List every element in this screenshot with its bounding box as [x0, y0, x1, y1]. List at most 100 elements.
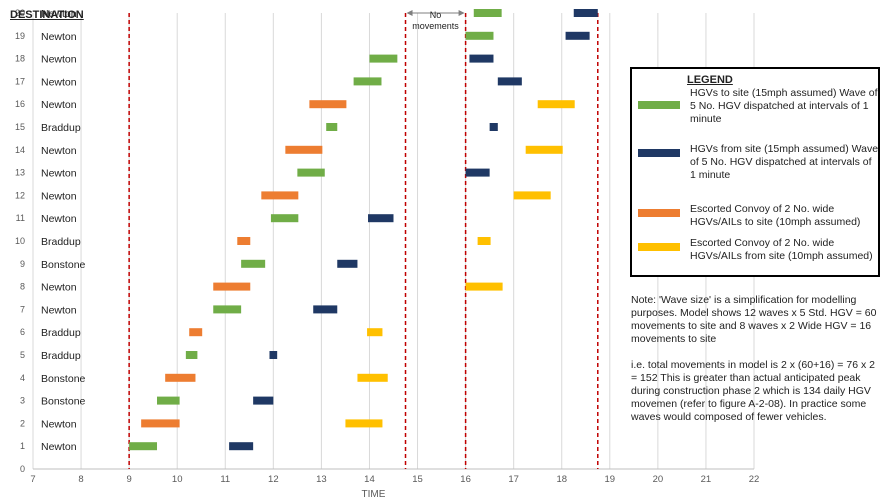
bar-convoy_from: [513, 191, 551, 200]
destination-label: Newton: [41, 418, 77, 430]
x-tick-label: 14: [364, 474, 375, 485]
destination-header: DESTINATION: [10, 9, 84, 21]
y-tick-label: 9: [20, 259, 25, 269]
bar-convoy_from: [345, 419, 383, 428]
annotation-text-line-2: movements: [412, 21, 459, 31]
bar-hgv_to: [213, 305, 242, 314]
destination-label: Newton: [41, 282, 77, 294]
bar-convoy_to: [237, 237, 251, 245]
x-tick-label: 22: [749, 474, 760, 485]
x-tick-label: 9: [126, 474, 131, 485]
bar-convoy_from: [357, 373, 388, 382]
y-tick-label: 7: [20, 304, 25, 314]
bar-hgv_from: [469, 54, 494, 63]
destination-label: Newton: [41, 8, 77, 20]
bar-hgv_from: [253, 396, 274, 405]
bar-convoy_to: [309, 100, 347, 109]
destination-label: Newton: [41, 304, 77, 316]
x-tick-label: 11: [220, 474, 230, 485]
legend-swatch-convoy-from-site: [638, 243, 680, 251]
legend-swatch-hgv-to-site: [638, 101, 680, 109]
legend-text-hgv-from-site: HGVs from site (15mph assumed) Wave of 5…: [690, 143, 879, 181]
bar-hgv_to: [353, 77, 382, 86]
x-tick-label: 20: [653, 474, 664, 485]
destination-label: Newton: [41, 441, 77, 453]
y-tick-label: 19: [15, 31, 25, 41]
bar-hgv_from: [313, 305, 338, 314]
y-tick-label: 5: [20, 350, 25, 360]
bar-hgv_to: [326, 123, 338, 131]
x-tick-label: 17: [508, 474, 519, 485]
x-tick-label: 21: [701, 474, 712, 485]
y-tick-label: 11: [16, 213, 25, 223]
x-tick-label: 7: [30, 474, 35, 485]
destination-label: Bonstone: [41, 259, 86, 271]
annotation-arrowhead-left: [406, 10, 413, 16]
x-axis-label: TIME: [362, 489, 386, 500]
bar-hgv_from: [565, 31, 590, 40]
x-tick-label: 15: [412, 474, 423, 485]
bar-hgv_from: [573, 9, 598, 17]
bar-hgv_to: [157, 396, 180, 405]
bar-hgv_to: [270, 214, 299, 223]
bar-convoy_to: [189, 328, 203, 337]
annotation-text-line-1: No: [430, 10, 442, 20]
bar-convoy_from: [465, 282, 503, 291]
bar-hgv_from: [465, 168, 490, 177]
y-tick-label: 13: [15, 168, 25, 178]
y-tick-label: 2: [20, 418, 25, 428]
bar-hgv_from: [497, 77, 522, 86]
y-tick-label: 18: [15, 54, 25, 64]
bar-hgv_to: [185, 351, 198, 359]
x-tick-label: 13: [316, 474, 327, 485]
destination-label: Newton: [41, 190, 77, 202]
y-tick-label: 14: [15, 145, 25, 155]
bar-hgv_from: [337, 259, 358, 268]
legend-text-convoy-to-site: Escorted Convoy of 2 No. wide HGVs/AILs …: [690, 203, 861, 228]
destination-label: Braddup: [41, 350, 81, 362]
destination-label: Newton: [41, 168, 77, 180]
bar-convoy_from: [367, 328, 383, 337]
bar-hgv_to: [129, 442, 158, 451]
destination-label: Bonstone: [41, 373, 86, 385]
bar-hgv_to: [297, 168, 325, 177]
bar-hgv_from: [368, 214, 394, 223]
y-tick-label: 4: [20, 373, 25, 383]
bar-convoy_from: [537, 100, 575, 109]
bar-convoy_from: [477, 237, 491, 245]
destination-label: Newton: [41, 31, 77, 43]
y-tick-label: 12: [15, 190, 25, 200]
model-note: Note: 'Wave size' is a simplification fo…: [631, 294, 882, 437]
legend-text-convoy-from-site: Escorted Convoy of 2 No. wide HGVs/AILs …: [690, 237, 873, 262]
x-tick-label: 8: [78, 474, 83, 485]
x-tick-label: 10: [172, 474, 183, 485]
y-tick-label: 17: [15, 76, 25, 86]
x-tick-label: 19: [605, 474, 616, 485]
bar-convoy_to: [261, 191, 299, 200]
x-tick-label: 18: [556, 474, 567, 485]
bar-hgv_from: [229, 442, 254, 451]
annotation-arrowhead-right: [458, 10, 465, 16]
destination-label: Braddup: [41, 327, 81, 339]
y-tick-label: 3: [20, 396, 25, 406]
legend: LEGEND HGVs to site (15mph assumed) Wave…: [630, 67, 880, 277]
y-tick-label: 10: [15, 236, 25, 246]
destination-label: Braddup: [41, 236, 81, 248]
bar-hgv_from: [489, 123, 498, 131]
y-tick-label: 6: [20, 327, 25, 337]
y-tick-label: 20: [15, 8, 25, 18]
destination-label: Newton: [41, 76, 77, 88]
y-tick-label: 15: [15, 122, 25, 132]
note-paragraph-2: i.e. total movements in model is 2 x (60…: [631, 359, 875, 423]
y-tick-label: 8: [20, 282, 25, 292]
destination-label: Newton: [41, 99, 77, 111]
destination-label: Newton: [41, 145, 77, 157]
bar-hgv_to: [369, 54, 398, 63]
legend-swatch-hgv-from-site: [638, 149, 680, 157]
x-tick-label: 12: [268, 474, 279, 485]
legend-title: LEGEND: [687, 74, 733, 86]
bar-convoy_to: [213, 282, 251, 291]
x-tick-label: 16: [460, 474, 471, 485]
y-tick-label: 1: [20, 441, 25, 451]
